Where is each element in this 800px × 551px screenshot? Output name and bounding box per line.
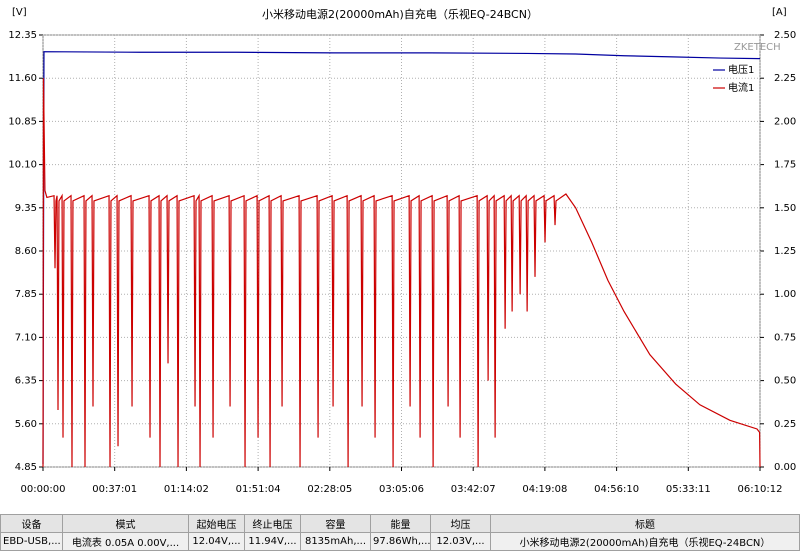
y2-tick-label: 0.25 [774,419,796,430]
header-cell: 起始电压 [188,514,245,533]
y2-tick-label: 1.75 [774,160,796,171]
y2-tick-label: 1.50 [774,203,796,214]
x-tick-label: 01:51:04 [236,484,281,495]
header-cell: 均压 [430,514,491,533]
y2-tick-label: 0.50 [774,376,796,387]
header-cell: 设备 [0,514,63,533]
y2-tick-label: 1.25 [774,246,796,257]
y-tick-label: 7.10 [15,332,37,343]
y2-tick-label: 1.00 [774,289,796,300]
series-line [42,51,761,465]
y2-tick-label: 2.50 [774,30,796,41]
y-tick-label: 7.85 [15,289,37,300]
x-tick-label: 00:37:01 [92,484,137,495]
y2-tick-label: 2.00 [774,116,796,127]
y-axis-label: [V] [12,7,27,18]
x-tick-label: 00:00:00 [21,484,66,495]
y-tick-label: 8.60 [15,246,37,257]
header-cell: 能量 [370,514,431,533]
legend-label: 电压1 [728,63,754,76]
y2-tick-label: 0.75 [774,332,796,343]
chart-title: 小米移动电源2(20000mAh)自充电（乐视EQ-24BCN） [262,7,538,21]
y-tick-label: 11.60 [8,73,37,84]
x-tick-label: 04:56:10 [594,484,639,495]
y2-tick-label: 2.25 [774,73,796,84]
x-tick-label: 04:19:08 [522,484,567,495]
y2-axis-label: [A] [772,7,787,18]
header-row: 设备 模式 起始电压 终止电压 容量 能量 均压 标题 [0,514,800,533]
x-tick-label: 06:10:12 [738,484,783,495]
series-line [42,78,761,468]
x-tick-label: 05:33:11 [666,484,711,495]
x-tick-label: 02:28:05 [307,484,352,495]
y-tick-label: 10.10 [8,160,37,171]
y-tick-label: 9.35 [15,203,37,214]
watermark: ZKETECH [734,42,781,53]
y-tick-label: 4.85 [15,462,37,473]
header-cell: 模式 [62,514,189,533]
legend-label: 电流1 [728,81,754,94]
y-tick-label: 6.35 [15,376,37,387]
summary-table: 设备 模式 起始电压 终止电压 容量 能量 均压 标题 EBD-USB,... 电流表 0.05… [0,514,800,551]
header-cell: 标题 [490,514,800,533]
chart: 小米移动电源2(20000mAh)自充电（乐视EQ-24BCN） [V] [A]… [8,7,796,495]
y2-tick-label: 0.00 [774,462,796,473]
y-tick-label: 5.60 [15,419,37,430]
x-tick-label: 03:05:06 [379,484,424,495]
x-tick-label: 03:42:07 [451,484,496,495]
x-tick-label: 01:14:02 [164,484,209,495]
header-cell: 容量 [300,514,371,533]
y-tick-label: 12.35 [8,30,37,41]
header-cell: 终止电压 [244,514,301,533]
y-tick-label: 10.85 [8,116,37,127]
